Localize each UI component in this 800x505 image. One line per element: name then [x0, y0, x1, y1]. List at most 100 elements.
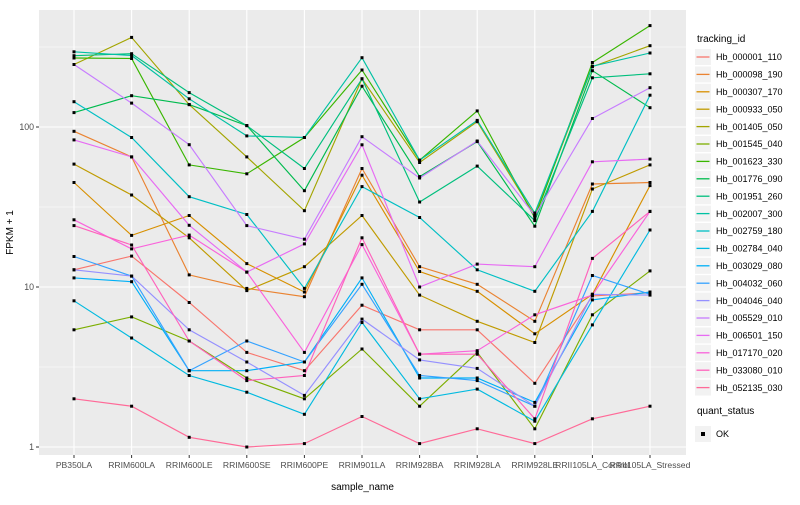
data-point — [590, 160, 594, 164]
legend-item-label: Hb_001545_040 — [716, 139, 783, 149]
data-point — [648, 269, 652, 273]
data-point — [648, 228, 652, 232]
x-tick-label: RRIM901LA — [339, 460, 386, 470]
data-point — [533, 442, 537, 446]
quant-item-label: OK — [716, 429, 729, 439]
data-point — [360, 214, 364, 217]
legend-item-label: Hb_004032_060 — [716, 278, 783, 288]
data-point — [187, 143, 191, 147]
data-point — [72, 56, 76, 60]
data-point — [418, 158, 422, 162]
x-tick-label: RRIM600LA — [108, 460, 155, 470]
data-point — [130, 280, 134, 284]
data-point — [302, 374, 306, 377]
legend-item-label: Hb_005529_010 — [716, 313, 783, 323]
data-point — [360, 243, 364, 247]
data-point — [245, 379, 249, 383]
data-point — [360, 236, 364, 240]
data-point — [648, 86, 652, 90]
data-point — [475, 349, 479, 353]
data-point — [533, 216, 537, 220]
data-point — [475, 328, 479, 332]
data-point — [648, 181, 652, 184]
data-point — [245, 390, 249, 394]
data-point — [533, 400, 537, 404]
data-point — [302, 242, 306, 246]
data-point — [245, 213, 249, 216]
data-point — [418, 270, 422, 273]
y-axis-title: FPKM + 1 — [5, 210, 16, 255]
data-point — [72, 255, 76, 258]
legend-item-label: Hb_001776_090 — [716, 174, 783, 184]
data-point — [533, 313, 537, 317]
data-point — [245, 134, 249, 138]
data-point — [590, 61, 594, 64]
x-tick-label: RRII105LA_Control — [555, 460, 630, 470]
data-point — [590, 274, 594, 277]
data-point — [648, 290, 652, 294]
data-point — [302, 295, 306, 299]
data-point — [72, 268, 76, 272]
data-point — [418, 293, 422, 297]
data-point — [187, 369, 191, 373]
data-point — [72, 63, 76, 66]
data-point — [533, 211, 537, 215]
data-point — [533, 265, 537, 269]
data-point — [245, 270, 249, 274]
data-point — [360, 77, 364, 81]
data-point — [590, 417, 594, 421]
data-point — [130, 54, 134, 57]
data-point — [360, 68, 364, 72]
data-point — [360, 185, 364, 189]
data-point — [590, 256, 594, 260]
legend-item-label: Hb_001623_330 — [716, 157, 783, 167]
data-point — [187, 103, 191, 107]
data-point — [590, 182, 594, 186]
x-tick-label: RRIM600PE — [281, 460, 329, 470]
data-point — [533, 417, 537, 421]
data-point — [245, 445, 249, 449]
legend-item-label: Hb_000098_190 — [716, 70, 783, 80]
legend-item-label: Hb_000933_050 — [716, 104, 783, 114]
data-point — [72, 218, 76, 222]
data-point — [418, 442, 422, 446]
legend-item-label: Hb_052135_030 — [716, 383, 783, 393]
data-point — [418, 161, 422, 164]
data-point — [475, 352, 479, 356]
legend-title: tracking_id — [697, 34, 745, 45]
data-point — [360, 317, 364, 321]
data-point — [187, 328, 191, 332]
data-point — [360, 167, 364, 170]
data-point — [648, 24, 652, 28]
data-point — [245, 286, 249, 290]
data-point — [245, 124, 249, 128]
data-point — [245, 369, 249, 373]
data-point — [130, 155, 134, 159]
data-point — [418, 352, 422, 356]
data-point — [302, 290, 306, 294]
data-point — [360, 84, 364, 88]
data-point — [475, 109, 479, 113]
data-point — [130, 233, 134, 237]
data-point — [302, 286, 306, 290]
legend-item-label: Hb_017170_020 — [716, 348, 783, 358]
data-point — [187, 339, 191, 343]
legend-item-label: Hb_004046_040 — [716, 296, 783, 306]
data-point — [187, 435, 191, 439]
data-point — [72, 162, 76, 166]
data-point — [590, 117, 594, 120]
data-point — [302, 393, 306, 397]
data-point — [533, 332, 537, 336]
y-tick-label: 100 — [19, 122, 34, 132]
data-point — [648, 157, 652, 161]
data-point — [72, 328, 76, 332]
data-point — [302, 167, 306, 170]
data-point — [130, 315, 134, 319]
x-tick-label: RRIM928BA — [396, 460, 444, 470]
data-point — [72, 111, 76, 115]
x-tick-label: RRIM600SE — [223, 460, 271, 470]
legend-item-label: Hb_033080_010 — [716, 365, 783, 375]
data-point — [245, 262, 249, 266]
